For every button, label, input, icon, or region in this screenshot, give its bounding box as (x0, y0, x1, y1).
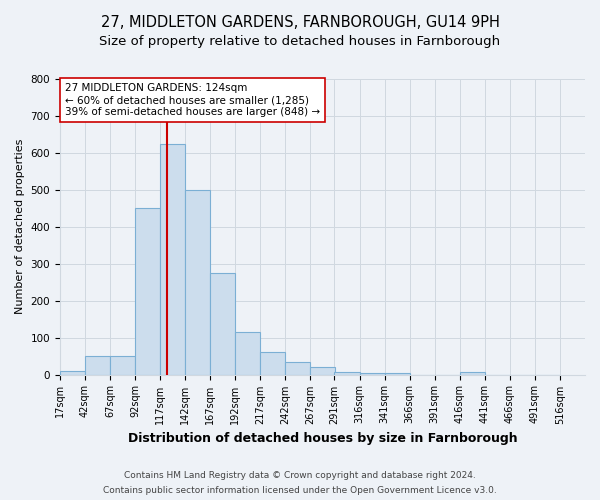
Text: Contains HM Land Registry data © Crown copyright and database right 2024.: Contains HM Land Registry data © Crown c… (124, 471, 476, 480)
Bar (185, 190, 210, 374)
Bar (385, 373, 410, 374)
Bar (334, 372, 359, 374)
Bar (160, 144, 185, 374)
Bar (286, 362, 310, 374)
Y-axis label: Number of detached properties: Number of detached properties (15, 139, 25, 314)
Bar (235, 332, 260, 374)
Text: Contains public sector information licensed under the Open Government Licence v3: Contains public sector information licen… (103, 486, 497, 495)
Text: 27 MIDDLETON GARDENS: 124sqm
← 60% of detached houses are smaller (1,285)
39% of: 27 MIDDLETON GARDENS: 124sqm ← 60% of de… (65, 84, 320, 116)
Bar (110, 356, 135, 374)
Bar (135, 208, 160, 374)
Bar (60, 371, 85, 374)
Bar (310, 367, 335, 374)
Bar (210, 273, 235, 374)
Bar (460, 372, 485, 374)
X-axis label: Distribution of detached houses by size in Farnborough: Distribution of detached houses by size … (128, 432, 517, 445)
Text: 27, MIDDLETON GARDENS, FARNBOROUGH, GU14 9PH: 27, MIDDLETON GARDENS, FARNBOROUGH, GU14… (101, 15, 499, 30)
Bar (359, 373, 385, 374)
Bar (260, 352, 286, 374)
Bar (85, 356, 110, 374)
Text: Size of property relative to detached houses in Farnborough: Size of property relative to detached ho… (100, 35, 500, 48)
